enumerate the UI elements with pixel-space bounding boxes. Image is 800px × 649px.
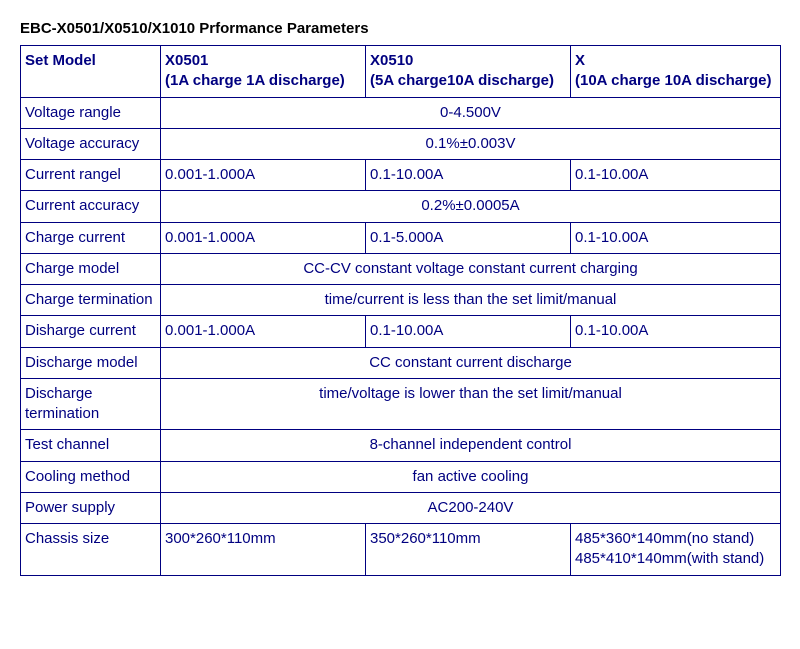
header-col2-line2: (5A charge10A discharge) — [370, 72, 554, 89]
chassis-v3-line1: 485*360*140mm(no stand) — [575, 530, 754, 547]
row-label: Cooling method — [21, 461, 161, 492]
row-value: 0.1-10.00A — [571, 222, 781, 253]
table-row: Disharge current 0.001-1.000A 0.1-10.00A… — [21, 316, 781, 347]
header-col2: X0510 (5A charge10A discharge) — [366, 46, 571, 98]
header-col3-line1: X — [575, 52, 585, 69]
row-value: 350*260*110mm — [366, 524, 571, 576]
row-value: 0.1%±0.003V — [161, 128, 781, 159]
row-value: 0.1-5.000A — [366, 222, 571, 253]
row-value: 0.1-10.00A — [366, 160, 571, 191]
spec-table: Set Model X0501 (1A charge 1A discharge)… — [20, 45, 781, 576]
row-value: 0.1-10.00A — [366, 316, 571, 347]
table-row: Current accuracy 0.2%±0.0005A — [21, 191, 781, 222]
row-label: Test channel — [21, 430, 161, 461]
table-row: Charge termination time/current is less … — [21, 285, 781, 316]
header-col1-line2: (1A charge 1A discharge) — [165, 72, 345, 89]
row-value: AC200-240V — [161, 492, 781, 523]
table-row: Test channel 8-channel independent contr… — [21, 430, 781, 461]
header-col2-line1: X0510 — [370, 52, 413, 69]
chassis-v3-line2: 485*410*140mm(with stand) — [575, 550, 764, 567]
page-title: EBC-X0501/X0510/X1010 Prformance Paramet… — [20, 20, 780, 37]
row-value: 0.1-10.00A — [571, 316, 781, 347]
table-row: Discharge model CC constant current disc… — [21, 347, 781, 378]
header-col1-line1: X0501 — [165, 52, 208, 69]
table-row: Charge model CC-CV constant voltage cons… — [21, 253, 781, 284]
row-label: Discharge termination — [21, 378, 161, 430]
row-value: 0.001-1.000A — [161, 222, 366, 253]
table-row: Voltage rangle 0-4.500V — [21, 97, 781, 128]
row-label: Charge current — [21, 222, 161, 253]
table-row: Chassis size 300*260*110mm 350*260*110mm… — [21, 524, 781, 576]
row-label: Charge termination — [21, 285, 161, 316]
row-value: 0.001-1.000A — [161, 160, 366, 191]
header-col1: X0501 (1A charge 1A discharge) — [161, 46, 366, 98]
row-label: Chassis size — [21, 524, 161, 576]
row-value: fan active cooling — [161, 461, 781, 492]
row-label: Discharge model — [21, 347, 161, 378]
table-row: Voltage accuracy 0.1%±0.003V — [21, 128, 781, 159]
header-label: Set Model — [21, 46, 161, 98]
row-value: time/voltage is lower than the set limit… — [161, 378, 781, 430]
row-label: Current rangel — [21, 160, 161, 191]
row-value: 8-channel independent control — [161, 430, 781, 461]
table-row: Cooling method fan active cooling — [21, 461, 781, 492]
row-label: Current accuracy — [21, 191, 161, 222]
row-value: CC-CV constant voltage constant current … — [161, 253, 781, 284]
row-label: Charge model — [21, 253, 161, 284]
row-label: Voltage rangle — [21, 97, 161, 128]
table-row: Discharge termination time/voltage is lo… — [21, 378, 781, 430]
row-value: 0.2%±0.0005A — [161, 191, 781, 222]
table-row: Current rangel 0.001-1.000A 0.1-10.00A 0… — [21, 160, 781, 191]
table-header-row: Set Model X0501 (1A charge 1A discharge)… — [21, 46, 781, 98]
row-label: Power supply — [21, 492, 161, 523]
header-col3: X (10A charge 10A discharge) — [571, 46, 781, 98]
row-value: 485*360*140mm(no stand) 485*410*140mm(wi… — [571, 524, 781, 576]
row-label: Voltage accuracy — [21, 128, 161, 159]
header-col3-line2: (10A charge 10A discharge) — [575, 72, 771, 89]
row-value: CC constant current discharge — [161, 347, 781, 378]
table-row: Charge current 0.001-1.000A 0.1-5.000A 0… — [21, 222, 781, 253]
table-row: Power supply AC200-240V — [21, 492, 781, 523]
row-value: 0.001-1.000A — [161, 316, 366, 347]
row-value: 300*260*110mm — [161, 524, 366, 576]
row-label: Disharge current — [21, 316, 161, 347]
row-value: 0.1-10.00A — [571, 160, 781, 191]
row-value: time/current is less than the set limit/… — [161, 285, 781, 316]
row-value: 0-4.500V — [161, 97, 781, 128]
